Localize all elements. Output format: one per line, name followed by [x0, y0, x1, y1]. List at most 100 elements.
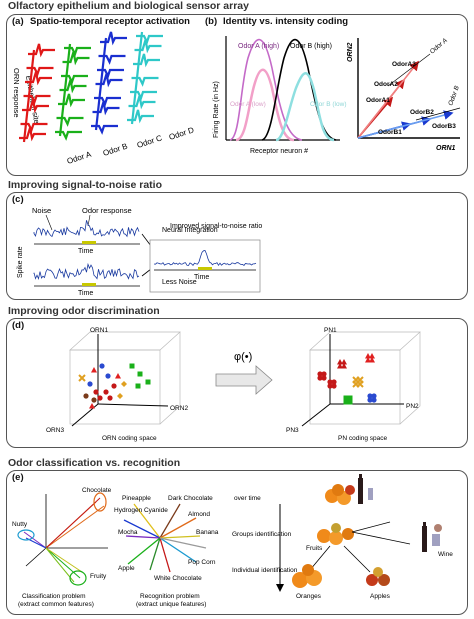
panel-a-tag: (a) [12, 16, 24, 27]
orn3-label: ORN3 [46, 427, 64, 434]
odor-b-high-label: Odor B (high) [290, 43, 332, 50]
recognition-ray-1 [159, 503, 181, 539]
almond-label: Almond [188, 511, 210, 518]
wine-label: Wine [438, 551, 453, 558]
pn-point-6-2 [327, 383, 333, 389]
pn-point-1-1 [341, 359, 347, 365]
pn-point-1-0 [337, 359, 343, 365]
orn-point-0 [99, 363, 105, 369]
recognition-caption-1: Recognition problem [140, 593, 200, 600]
hydrogen-cyanide-label: Hydrogen Cyanide [114, 507, 168, 514]
orn1-label: ORN1 [436, 145, 456, 152]
recognition-ray-0 [133, 503, 161, 539]
trace-odor-b-3 [59, 79, 87, 94]
pn-point-4-2 [367, 397, 373, 403]
orn-space-caption: ORN coding space [102, 435, 157, 442]
pn-point-4-1 [371, 393, 377, 399]
classification-axes [25, 494, 108, 567]
time-label-2: Time [78, 290, 93, 297]
odor-b3-vector [357, 110, 454, 139]
orn1-label: ORN1 [90, 327, 108, 334]
snr-diagram: Spike rate Noise Odor response Time Time… [17, 206, 262, 297]
chocolate-vectors [45, 492, 107, 549]
orn-point-18 [83, 393, 89, 399]
pn3-axis [301, 403, 331, 427]
tuning-curves-plot: Firing Rate (in Hz) Odor A (high) Odor B… [213, 36, 346, 155]
hierarchy-arrow-head [276, 584, 284, 592]
pn-point-1-2 [337, 363, 343, 369]
improved-snr-label: Improved signal-to-noise ratio [170, 223, 262, 230]
individual-identification-label: Individual identification [232, 567, 298, 574]
recognition-caption-2: (extract unique features) [136, 601, 206, 608]
orn-point-19 [91, 397, 97, 403]
pn-point-3-0 [365, 353, 371, 359]
recognition-ray-2 [123, 519, 161, 539]
trace-odor-d-2 [133, 53, 160, 68]
odor-a-high-curve [229, 38, 303, 141]
orn-point-9 [115, 373, 121, 379]
orn2-label: ORN2 [170, 405, 188, 412]
pineapple-label: Pineapple [122, 495, 151, 502]
pn-point-6-0 [327, 379, 333, 385]
classification-recognition-diagram: Chocolate Nutty Fruity Classification pr… [12, 474, 453, 608]
section-title-sensor-array: Olfactory epithelium and biological sens… [8, 0, 249, 12]
odor-b-low-label: Odor B (low) [310, 101, 346, 108]
pn-point-0-1 [321, 371, 327, 377]
orn-point-12 [117, 393, 123, 399]
pn3-label: PN3 [286, 427, 299, 434]
apples-icon [366, 567, 390, 586]
odor-b-low-curve [275, 72, 335, 142]
recognition-ray-10 [159, 537, 207, 549]
odor-label-c: Odor C [136, 133, 164, 150]
panel-b-tag: (b) [205, 16, 218, 27]
fruity-label: Fruity [90, 573, 107, 580]
fruity-vectors [45, 547, 87, 586]
integrated-box [149, 239, 261, 293]
orn-point-14 [137, 371, 143, 377]
pn-cube [309, 331, 421, 425]
oranges-icon [292, 564, 322, 588]
fruits-to-oranges-arrow [309, 545, 331, 571]
trace-odor-d-5 [128, 95, 156, 110]
fruits-to-apples-arrow [343, 545, 371, 573]
orn-point-16 [135, 383, 141, 389]
noisy-trace-2 [33, 262, 140, 281]
trace-odor-a-2 [25, 71, 52, 86]
orn2-label: ORN2 [347, 42, 354, 62]
recognition-ray-7 [159, 537, 197, 563]
trace-odor-c-0 [100, 31, 127, 46]
odor-label-a: Odor A [66, 149, 93, 165]
fruits-icon [317, 523, 354, 545]
orn-point-4 [103, 389, 109, 395]
apples-label: Apples [370, 593, 391, 600]
trace-odor-b-1 [62, 51, 90, 66]
pn-point-3-3 [369, 357, 375, 363]
trace-odor-d-6 [127, 109, 154, 124]
pn-point-6-1 [331, 379, 337, 385]
noise-label: Noise [32, 206, 51, 215]
orn-point-11 [121, 381, 127, 387]
stimulus-bar-2 [82, 283, 96, 286]
odor-a-low-curve [235, 68, 295, 142]
orn-point-2 [87, 381, 93, 387]
integrated-trace [153, 250, 257, 267]
pn-point-0-3 [321, 375, 327, 381]
nutty-vectors [17, 529, 47, 549]
odor-b1-label: OdorB1 [378, 129, 402, 136]
identity-vector-space: ORN2 ORN1 Odor A Odor B OdorA1 OdorA2 Od… [347, 37, 461, 152]
panel-a-title: Spatio-temporal receptor activation [30, 16, 190, 27]
odor-a-vector-label: Odor A [429, 37, 449, 55]
trace-odor-d-1 [134, 39, 162, 54]
orn2-axis [97, 403, 169, 407]
trace-odor-a-4 [22, 99, 49, 114]
pn-point-5-1 [347, 395, 353, 401]
fruits-to-wine-arrow [351, 531, 411, 545]
pn-space-caption: PN coding space [338, 435, 388, 442]
pn-point-5-2 [343, 399, 349, 405]
noisy-trace-1 [33, 220, 140, 238]
panel-d-tag: (d) [12, 320, 25, 331]
neural-label: Neural Integration [162, 227, 218, 234]
pn-point-5-3 [347, 399, 353, 405]
recognition-ray-8 [159, 537, 171, 573]
panel-b-title: Identity vs. intensity coding [223, 16, 349, 27]
